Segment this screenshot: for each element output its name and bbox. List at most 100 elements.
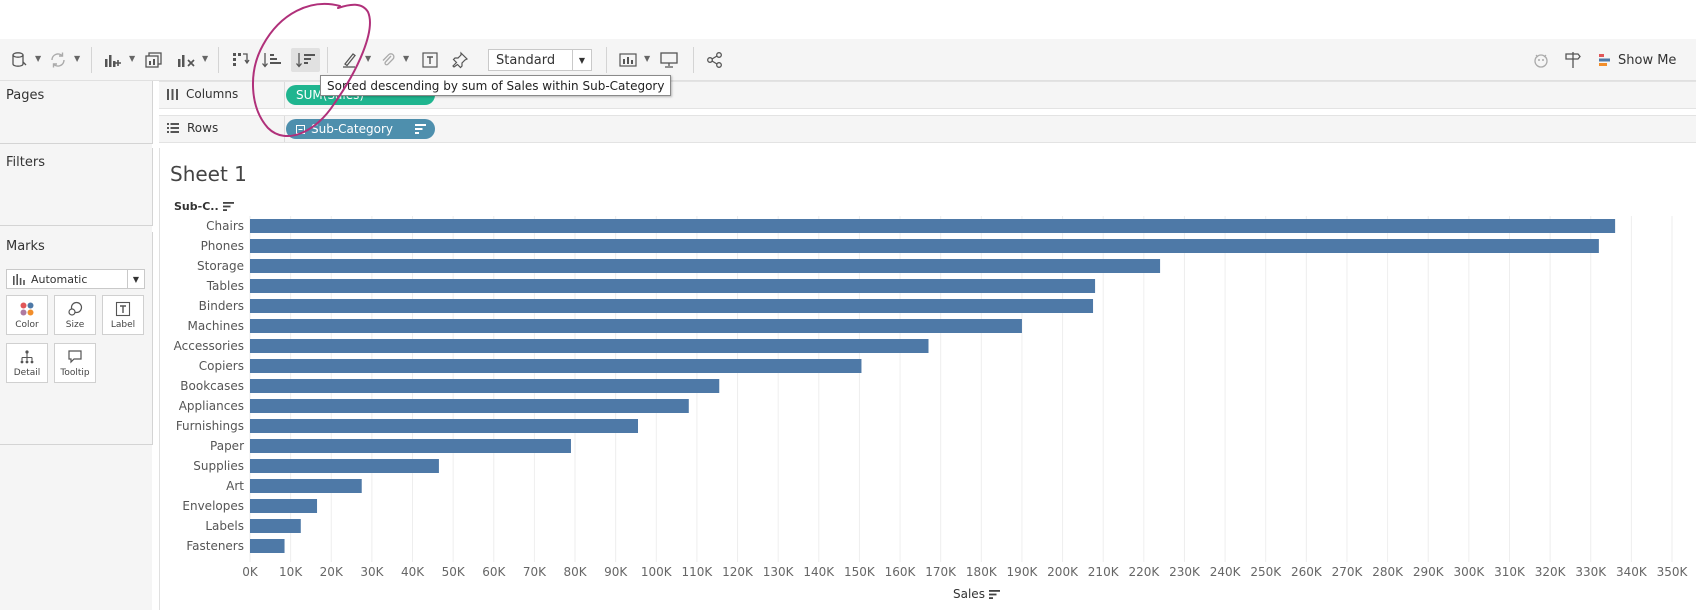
bar[interactable] — [250, 379, 720, 393]
toolbar-separator — [606, 47, 607, 73]
filters-card[interactable]: Filters — [0, 148, 153, 226]
category-label[interactable]: Storage — [197, 259, 244, 273]
category-label[interactable]: Phones — [201, 239, 244, 253]
marks-label-button[interactable]: Label — [102, 295, 144, 335]
x-tick-label: 130K — [763, 565, 795, 579]
guide-signpost-icon[interactable] — [1562, 48, 1584, 72]
bar[interactable] — [250, 319, 1022, 333]
new-worksheet-icon[interactable] — [102, 48, 124, 72]
show-mark-labels-icon[interactable] — [420, 48, 440, 72]
bar[interactable] — [250, 439, 571, 453]
chevron-down-icon[interactable]: ▼ — [127, 270, 144, 288]
pages-card[interactable]: Pages — [0, 81, 153, 144]
refresh-icon[interactable] — [48, 48, 68, 72]
clear-sheet-dropdown-icon[interactable]: ▼ — [202, 54, 209, 63]
x-tick-label: 280K — [1372, 565, 1404, 579]
marks-tooltip-button[interactable]: Tooltip — [54, 343, 96, 383]
category-label[interactable]: Envelopes — [182, 499, 244, 513]
chart-bars — [250, 219, 1616, 553]
swap-rows-columns-icon[interactable] — [230, 48, 252, 72]
category-label[interactable]: Copiers — [199, 359, 244, 373]
data-source-icon[interactable] — [10, 48, 28, 72]
bar[interactable] — [250, 239, 1599, 253]
x-tick-label: 300K — [1453, 565, 1485, 579]
category-label[interactable]: Fasteners — [186, 539, 244, 553]
show-me-button[interactable]: Show Me — [1598, 48, 1676, 72]
refresh-dropdown-icon[interactable]: ▼ — [74, 54, 81, 63]
bar[interactable] — [250, 479, 362, 493]
show-labels-dropdown-icon[interactable]: ▼ — [644, 54, 651, 63]
category-label[interactable]: Art — [226, 479, 244, 493]
x-tick-label: 10K — [279, 565, 303, 579]
category-label[interactable]: Paper — [210, 439, 244, 453]
fit-standard-select[interactable]: Standard ▼ — [488, 49, 592, 71]
row-header-field-label[interactable]: Sub-C.. — [174, 200, 234, 213]
x-tick-label: 60K — [482, 565, 506, 579]
bar[interactable] — [250, 279, 1096, 293]
sort-indicator-icon[interactable] — [988, 589, 1000, 599]
ask-data-bot-icon[interactable] — [1530, 48, 1552, 72]
x-tick-label: 140K — [803, 565, 835, 579]
show-labels-bar-icon[interactable] — [617, 48, 641, 72]
sort-tooltip: Sorted descending by sum of Sales within… — [320, 75, 672, 96]
bar[interactable] — [250, 299, 1094, 313]
new-worksheet-dropdown-icon[interactable]: ▼ — [129, 54, 136, 63]
marks-label-label: Label — [110, 319, 136, 330]
x-tick-label: 170K — [925, 565, 957, 579]
category-label[interactable]: Accessories — [174, 339, 244, 353]
filters-card-title: Filters — [6, 155, 45, 170]
bar[interactable] — [250, 499, 318, 513]
chevron-down-icon[interactable]: ▼ — [572, 50, 591, 70]
mark-type-select[interactable]: Automatic ▼ — [6, 269, 145, 289]
marks-detail-button[interactable]: Detail — [6, 343, 48, 383]
x-tick-label: 100K — [641, 565, 673, 579]
bar[interactable] — [250, 359, 862, 373]
group-paperclip-icon[interactable] — [378, 48, 398, 72]
category-label[interactable]: Bookcases — [180, 379, 244, 393]
x-axis-title[interactable]: Sales — [953, 587, 1000, 601]
x-tick-label: 250K — [1250, 565, 1282, 579]
marks-size-button[interactable]: Size — [54, 295, 96, 335]
x-tick-label: 230K — [1169, 565, 1201, 579]
group-dropdown-icon[interactable]: ▼ — [403, 54, 410, 63]
x-tick-label: 260K — [1291, 565, 1323, 579]
bar[interactable] — [250, 459, 439, 473]
bar[interactable] — [250, 519, 301, 533]
category-label[interactable]: Supplies — [193, 459, 244, 473]
x-tick-label: 160K — [885, 565, 917, 579]
bar[interactable] — [250, 419, 639, 433]
category-label[interactable]: Tables — [206, 279, 244, 293]
presentation-mode-icon[interactable] — [658, 48, 680, 72]
show-me-label: Show Me — [1618, 52, 1677, 68]
bar[interactable] — [250, 539, 285, 553]
category-label[interactable]: Chairs — [206, 219, 244, 233]
x-tick-label: 40K — [401, 565, 425, 579]
x-tick-label: 220K — [1128, 565, 1160, 579]
x-tick-label: 30K — [360, 565, 384, 579]
x-tick-label: 190K — [1007, 565, 1039, 579]
category-label[interactable]: Appliances — [179, 399, 244, 413]
pin-icon[interactable] — [450, 48, 470, 72]
category-label[interactable]: Furnishings — [176, 419, 244, 433]
marks-color-button[interactable]: Color — [6, 295, 48, 335]
category-label[interactable]: Binders — [199, 299, 244, 313]
x-tick-label: 340K — [1616, 565, 1648, 579]
rows-shelf[interactable]: Rows Sub-Category — [159, 115, 1696, 143]
share-icon[interactable] — [704, 48, 726, 72]
category-label[interactable]: Labels — [205, 519, 244, 533]
x-tick-label: 70K — [523, 565, 547, 579]
marks-detail-label: Detail — [13, 367, 41, 378]
x-tick-label: 210K — [1088, 565, 1120, 579]
sort-indicator-icon[interactable] — [222, 202, 234, 211]
bar[interactable] — [250, 259, 1161, 273]
rows-icon — [167, 123, 179, 133]
data-source-dropdown-icon[interactable]: ▼ — [35, 54, 42, 63]
duplicate-sheet-icon[interactable] — [143, 48, 165, 72]
bar[interactable] — [250, 219, 1616, 233]
x-tick-label: 120K — [722, 565, 754, 579]
clear-sheet-icon[interactable] — [175, 48, 197, 72]
category-label[interactable]: Machines — [188, 319, 244, 333]
mark-type-bar-icon — [13, 273, 25, 285]
bar[interactable] — [250, 339, 929, 353]
bar[interactable] — [250, 399, 689, 413]
